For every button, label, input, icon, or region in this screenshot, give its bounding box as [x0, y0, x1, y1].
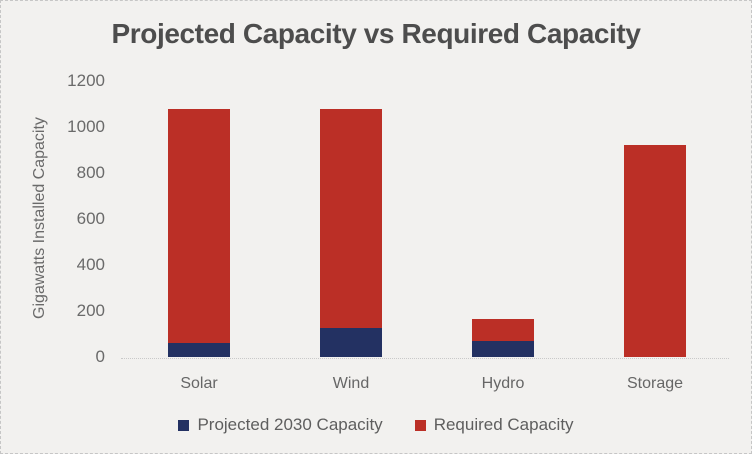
legend: Projected 2030 Capacity Required Capacity	[1, 415, 751, 435]
y-tick-400: 400	[76, 255, 105, 274]
legend-item-required-capacity[interactable]: Required Capacity	[414, 415, 574, 435]
bar-hydro-required-capacity[interactable]	[472, 319, 534, 341]
y-tick-1000: 1000	[67, 117, 105, 136]
y-tick-1200: 1200	[67, 71, 105, 90]
legend-item-projected-2030-capacity[interactable]: Projected 2030 Capacity	[178, 415, 383, 435]
bar-solar-required-capacity[interactable]	[168, 108, 230, 344]
y-tick-0: 0	[95, 347, 105, 366]
y-tick-800: 800	[76, 163, 105, 182]
bar-wind-required-capacity[interactable]	[320, 108, 382, 329]
y-tick-600: 600	[76, 209, 105, 228]
legend-label: Required Capacity	[433, 415, 574, 434]
y-tick-200: 200	[76, 301, 105, 320]
chart-title: Projected Capacity vs Required Capacity	[111, 18, 641, 49]
x-label-solar: Solar	[180, 375, 218, 392]
legend-swatch-icon	[414, 419, 426, 431]
x-axis-baseline	[121, 358, 729, 359]
x-label-storage: Storage	[626, 375, 684, 392]
bar-wind-projected-2030-capacity[interactable]	[320, 328, 382, 357]
bar-storage-required-capacity[interactable]	[624, 145, 686, 357]
bar-solar-projected-2030-capacity[interactable]	[168, 343, 230, 357]
x-label-hydro: Hydro	[481, 375, 525, 392]
legend-label: Projected 2030 Capacity	[197, 415, 383, 434]
x-label-wind: Wind	[332, 375, 370, 392]
legend-swatch-icon	[178, 419, 190, 431]
bar-hydro-projected-2030-capacity[interactable]	[472, 340, 534, 357]
